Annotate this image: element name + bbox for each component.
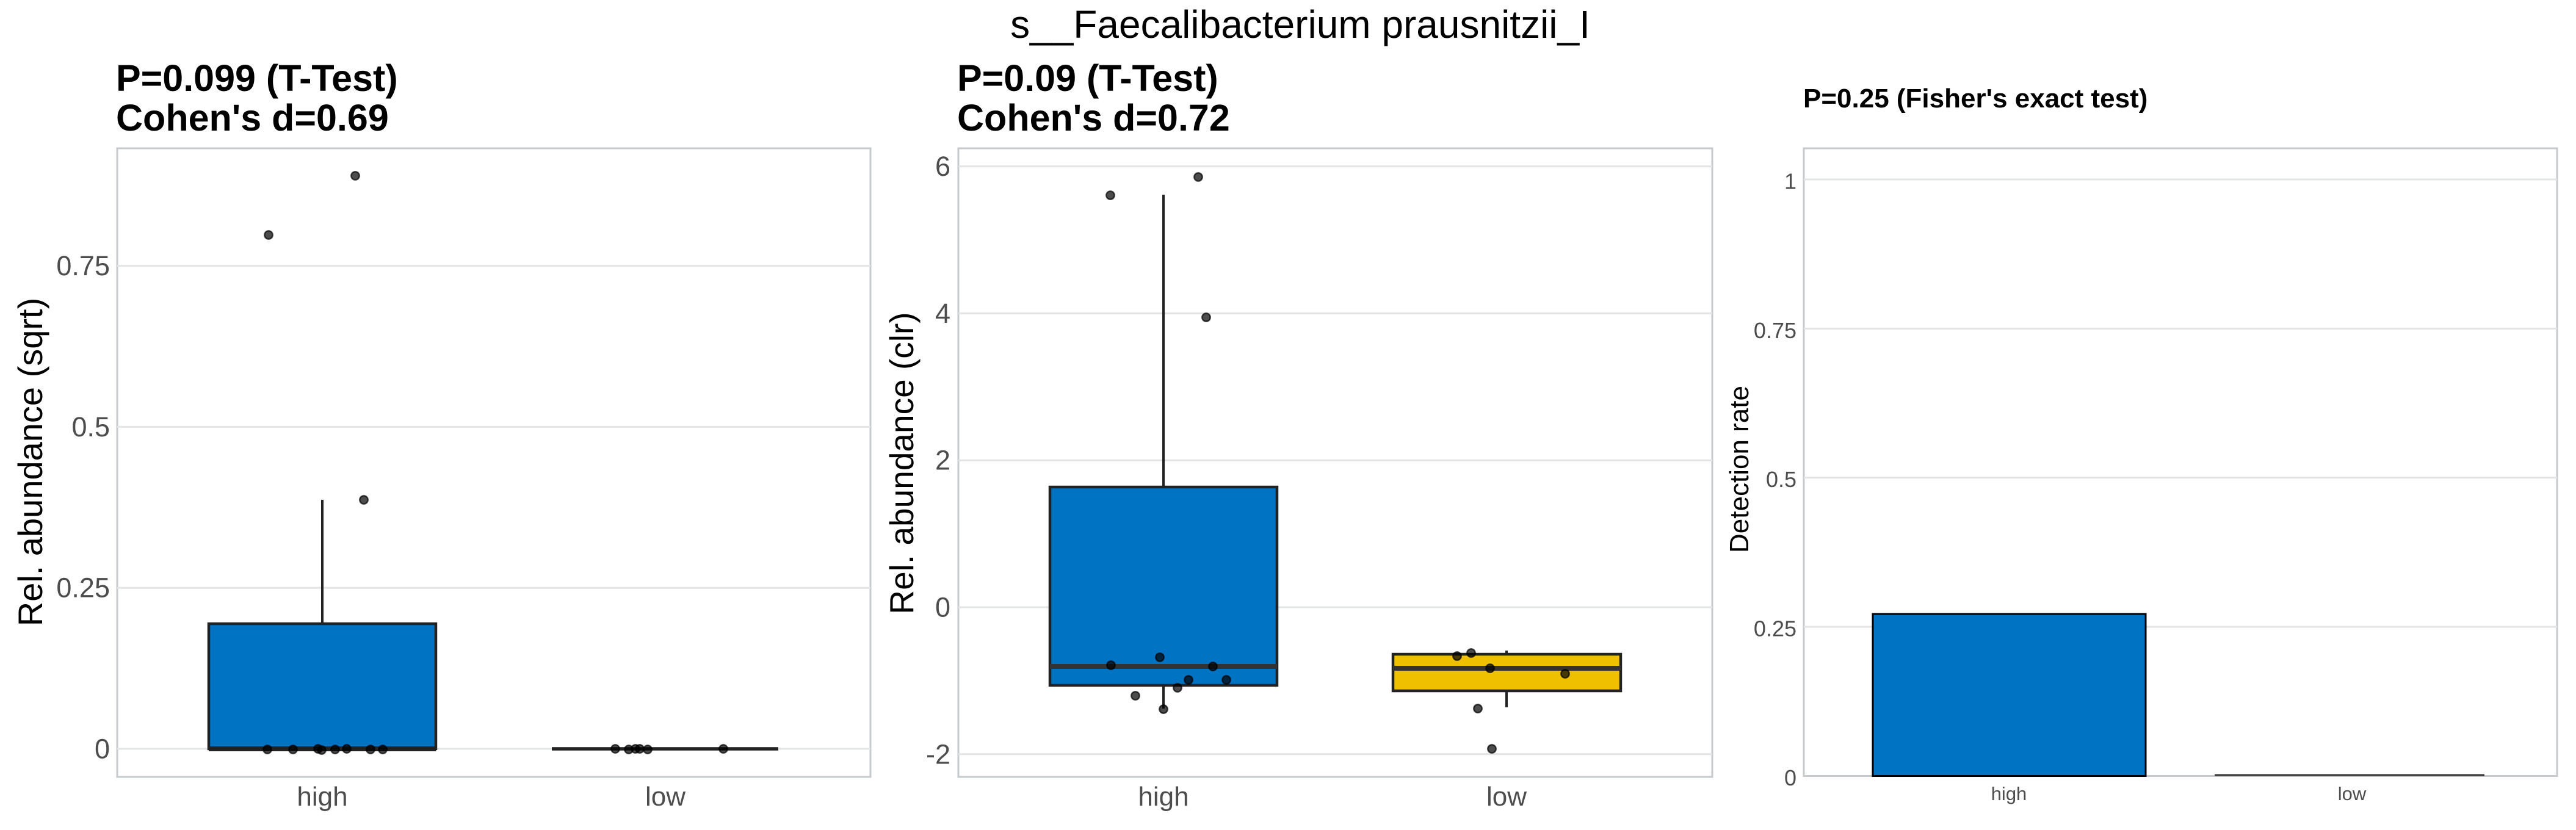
svg-text:low: low bbox=[645, 782, 686, 812]
svg-text:0.25: 0.25 bbox=[56, 572, 110, 604]
svg-text:0.5: 0.5 bbox=[1766, 467, 1796, 492]
svg-text:Cohen's d=0.72: Cohen's d=0.72 bbox=[957, 97, 1230, 139]
svg-text:-2: -2 bbox=[926, 738, 950, 770]
svg-text:Cohen's d=0.69: Cohen's d=0.69 bbox=[116, 97, 389, 139]
svg-text:low: low bbox=[1486, 782, 1527, 812]
svg-text:Rel. abundance (clr): Rel. abundance (clr) bbox=[883, 312, 921, 614]
svg-text:P=0.09 (T-Test): P=0.09 (T-Test) bbox=[957, 57, 1218, 99]
svg-text:s__Faecalibacterium prausnitzi: s__Faecalibacterium prausnitzii_I bbox=[1010, 2, 1590, 46]
svg-text:0: 0 bbox=[1784, 765, 1796, 790]
svg-text:P=0.099 (T-Test): P=0.099 (T-Test) bbox=[116, 57, 398, 99]
svg-text:0: 0 bbox=[95, 734, 110, 765]
svg-text:4: 4 bbox=[935, 298, 950, 329]
svg-text:0.75: 0.75 bbox=[56, 250, 110, 281]
svg-text:high: high bbox=[297, 782, 347, 812]
svg-text:Detection rate: Detection rate bbox=[1724, 386, 1754, 553]
svg-text:0.5: 0.5 bbox=[71, 411, 110, 442]
svg-text:0: 0 bbox=[935, 592, 950, 623]
svg-text:Rel. abundance (sqrt): Rel. abundance (sqrt) bbox=[11, 298, 49, 627]
svg-text:1: 1 bbox=[1784, 169, 1796, 194]
svg-text:high: high bbox=[1991, 783, 2027, 804]
svg-text:2: 2 bbox=[935, 445, 950, 476]
svg-text:6: 6 bbox=[935, 151, 950, 182]
svg-text:high: high bbox=[1138, 782, 1189, 812]
svg-text:0.75: 0.75 bbox=[1754, 318, 1796, 343]
svg-text:P=0.25 (Fisher's exact test): P=0.25 (Fisher's exact test) bbox=[1803, 84, 2147, 114]
svg-text:low: low bbox=[2338, 783, 2367, 804]
svg-text:0.25: 0.25 bbox=[1754, 616, 1796, 641]
